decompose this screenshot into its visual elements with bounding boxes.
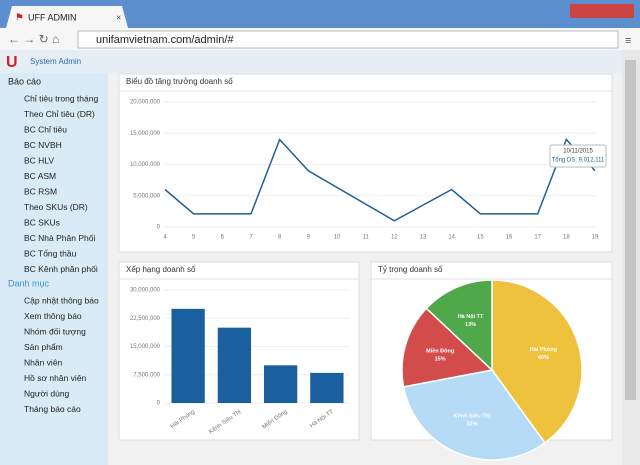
tooltip-text: Tổng DS: 9,012,111 <box>552 157 605 164</box>
y-tick-label: 22,500,000 <box>130 316 161 322</box>
nav-buttons[interactable]: ← → ↻ ⌂ <box>8 32 59 46</box>
nav-item[interactable]: Xem thông báo <box>24 311 82 321</box>
x-tick-label: 15 <box>477 235 484 241</box>
window-controls[interactable] <box>570 4 634 18</box>
slice-label: Miền Đông <box>426 348 454 354</box>
y-tick-label: 5,000,000 <box>133 193 160 199</box>
x-tick-label: 5 <box>192 235 196 241</box>
tab-close[interactable]: × <box>116 12 121 22</box>
x-tick-label: 8 <box>278 235 282 241</box>
nav-item[interactable]: Theo Chỉ tiêu (DR) <box>24 109 95 119</box>
nav-item[interactable]: BC RSM <box>24 186 57 196</box>
pie-slice <box>425 279 493 372</box>
sidebar <box>0 73 108 465</box>
x-tick-label: 16 <box>506 235 513 241</box>
panel-title: Biểu đồ tăng trưởng doanh số <box>126 77 233 86</box>
y-tick-label: 20,000,000 <box>130 100 161 106</box>
tab-icon: ⚑ <box>15 13 24 24</box>
bar <box>310 372 344 403</box>
x-tick-label: 12 <box>391 235 398 241</box>
tooltip <box>549 144 607 168</box>
slice-value: 32% <box>467 422 478 428</box>
user-menu[interactable]: System Admin <box>30 57 81 66</box>
y-tick-label: 10,000,000 <box>130 162 161 168</box>
nav-item[interactable]: BC Kênh phân phối <box>24 264 98 274</box>
y-tick-label: 15,000,000 <box>130 344 161 350</box>
nav-item[interactable]: BC ASM <box>24 171 56 181</box>
x-tick-label: 11 <box>363 235 370 241</box>
x-tick-label: 19 <box>592 235 599 241</box>
panel-title: Xếp hạng doanh số <box>126 265 196 274</box>
panel-title: Tỷ trọng doanh số <box>378 265 443 274</box>
nav-item[interactable]: Hồ sơ nhân viên <box>24 373 87 383</box>
y-tick-label: 15,000,000 <box>130 131 161 137</box>
nav-item[interactable]: BC SKUs <box>24 217 60 227</box>
slice-label: Kênh Siêu Thị <box>454 414 491 420</box>
panel <box>118 73 613 253</box>
y-tick-label: 7,500,000 <box>133 372 160 378</box>
section-title[interactable]: Danh mục <box>8 278 50 288</box>
nav-item[interactable]: BC Chỉ tiêu <box>24 124 67 134</box>
nav-item[interactable]: BC NVBH <box>24 140 62 150</box>
nav-item[interactable]: Chỉ tiêu trong tháng <box>24 93 98 103</box>
nav-item[interactable]: Người dùng <box>24 388 70 398</box>
nav-item[interactable]: BC Nhà Phân Phối <box>24 233 95 243</box>
x-tick-label: 7 <box>249 235 253 241</box>
x-tick-label: 17 <box>534 235 541 241</box>
nav-item[interactable]: BC HLV <box>24 155 54 165</box>
bar <box>171 308 205 403</box>
x-tick-label: 18 <box>563 235 570 241</box>
nav-item[interactable]: Tháng báo cáo <box>24 404 81 414</box>
url[interactable]: unifamvietnam.com/admin/# <box>96 34 234 46</box>
nav-item[interactable]: BC Tổng thầu <box>24 248 77 258</box>
pie-slice <box>402 369 546 461</box>
nav-item[interactable]: Theo SKUs (DR) <box>24 202 88 212</box>
line-series <box>164 138 596 222</box>
pie-slice <box>491 279 583 444</box>
y-tick-label: 0 <box>157 225 161 231</box>
x-tick-label: 13 <box>420 235 427 241</box>
scroll-thumb[interactable] <box>625 60 636 400</box>
slice-label: Hà Nội TT <box>458 314 484 320</box>
tab-title: UFF ADMIN <box>28 12 77 22</box>
x-tick-label: 9 <box>307 235 311 241</box>
bar <box>217 327 252 403</box>
nav-item[interactable]: Nhóm đối tượng <box>24 326 86 336</box>
slice-value: 15% <box>435 356 446 362</box>
y-tick-label: 30,000,000 <box>130 288 161 294</box>
x-tick-label: 10 <box>334 235 341 241</box>
slice-value: 13% <box>465 322 476 328</box>
address-bar[interactable] <box>77 30 619 49</box>
pie-slice <box>401 307 494 388</box>
x-tick-label: 4 <box>163 235 167 241</box>
slice-value: 40% <box>538 355 549 361</box>
tooltip-date: 10/11/2015 <box>563 149 593 155</box>
tab[interactable] <box>6 6 128 28</box>
app-header <box>0 50 622 73</box>
y-tick-label: 0 <box>157 401 161 407</box>
logo: U <box>6 54 18 71</box>
section-title[interactable]: Báo cáo <box>8 76 41 86</box>
nav-item[interactable]: Cập nhật thông báo <box>24 295 99 305</box>
x-tick-label: 6 <box>221 235 225 241</box>
menu-button[interactable]: ≡ <box>625 35 631 47</box>
x-tick-label: 14 <box>448 235 455 241</box>
nav-item[interactable]: Sản phẩm <box>24 342 63 352</box>
bar <box>263 365 298 403</box>
slice-label: Hải Phòng <box>530 347 557 353</box>
nav-item[interactable]: Nhân viên <box>24 357 63 367</box>
